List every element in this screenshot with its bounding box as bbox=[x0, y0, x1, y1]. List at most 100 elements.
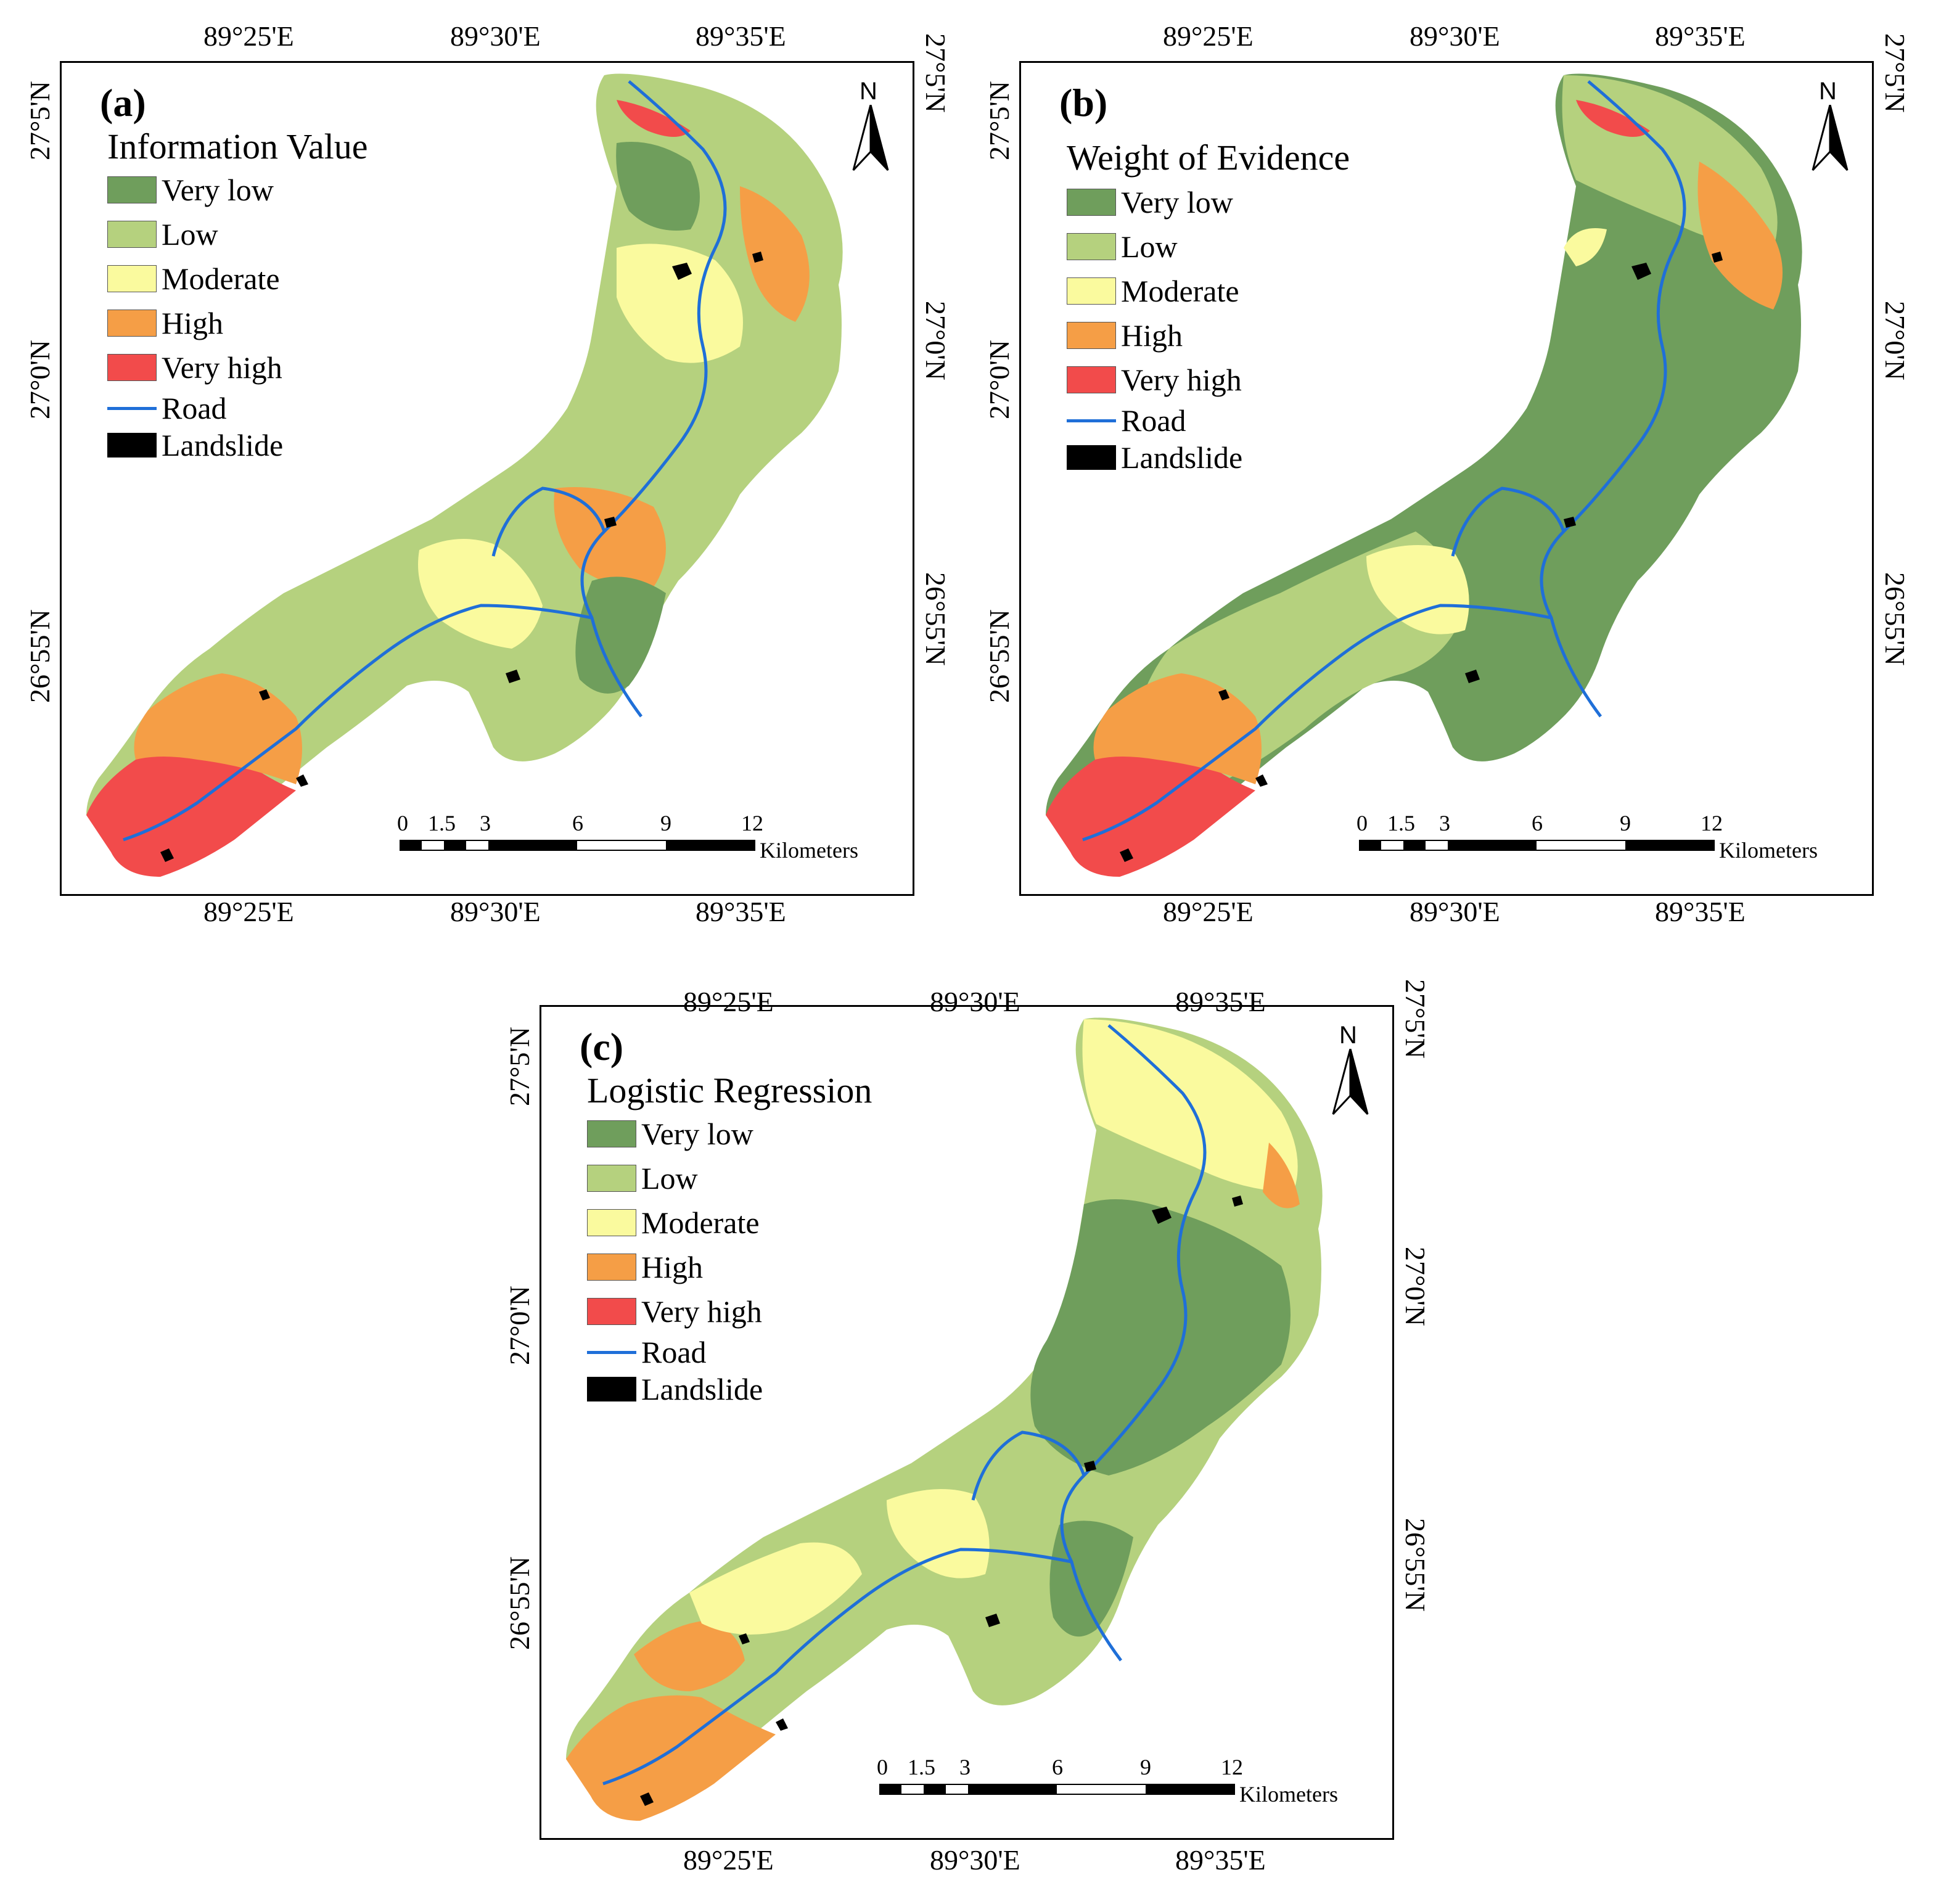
lat-tick-right: 26°55'N bbox=[1400, 1518, 1431, 1612]
legend-item-road: Road bbox=[107, 390, 283, 427]
legend-label: Very low bbox=[162, 173, 274, 207]
scale-tick: 6 bbox=[1532, 811, 1543, 835]
scale-tick: 12 bbox=[1221, 1755, 1243, 1779]
panel-label: (a) bbox=[100, 81, 146, 125]
scale-tick: 9 bbox=[1620, 811, 1631, 835]
swatch bbox=[1067, 233, 1116, 260]
lon-tick-top: 89°35'E bbox=[1175, 986, 1266, 1017]
swatch bbox=[107, 265, 157, 292]
swatch bbox=[587, 1165, 636, 1192]
high-zone bbox=[634, 1620, 745, 1691]
lon-tick-top: 89°35'E bbox=[1655, 20, 1746, 52]
north-arrow-icon bbox=[852, 105, 889, 171]
map-frame: (b) Weight of Evidence Very low Low Mode… bbox=[1019, 61, 1874, 896]
legend-item-high: High bbox=[107, 301, 283, 345]
legend-item-high: High bbox=[587, 1245, 763, 1289]
road bbox=[1082, 604, 1552, 842]
legend-label: Very high bbox=[1121, 363, 1242, 397]
lat-tick-right: 27°0'N bbox=[920, 301, 951, 380]
legend-item-very-high: Very high bbox=[107, 345, 283, 390]
lon-tick-top: 89°35'E bbox=[696, 20, 786, 52]
high-zone bbox=[566, 1695, 776, 1821]
road bbox=[491, 486, 606, 557]
lat-tick-left: 26°55'N bbox=[983, 609, 1015, 703]
moderate-zone bbox=[418, 539, 543, 649]
north-label: N bbox=[1819, 78, 1837, 105]
map-panel-a: (a) Information Value Very low Low Moder… bbox=[60, 61, 914, 896]
scale-tick: 3 bbox=[1439, 811, 1450, 835]
swatch bbox=[587, 1298, 636, 1325]
scale-bar-graphic bbox=[1359, 840, 1715, 851]
lat-tick-right: 27°5'N bbox=[1400, 979, 1431, 1059]
north-arrow-icon bbox=[1332, 1049, 1369, 1115]
lat-tick-right: 27°0'N bbox=[1400, 1247, 1431, 1326]
north-label: N bbox=[1339, 1022, 1357, 1049]
map-frame: (a) Information Value Very low Low Moder… bbox=[60, 61, 914, 896]
legend-label: Very low bbox=[1121, 185, 1233, 220]
legend-item-high: High bbox=[1067, 313, 1242, 358]
legend-item-low: Low bbox=[1067, 224, 1242, 269]
swatch bbox=[107, 310, 157, 337]
susceptibility-map-c bbox=[566, 1017, 1323, 1821]
lon-tick-bottom: 89°35'E bbox=[1175, 1844, 1266, 1876]
very-low-zone bbox=[1030, 1199, 1291, 1475]
legend-item-landslide: Landslide bbox=[107, 427, 283, 464]
scale-tick: 9 bbox=[660, 811, 671, 835]
swatch bbox=[587, 1254, 636, 1281]
legend-item-road: Road bbox=[1067, 402, 1242, 439]
road-line-swatch bbox=[1067, 419, 1116, 422]
lat-tick-left: 27°5'N bbox=[24, 81, 55, 160]
lon-tick-top: 89°30'E bbox=[450, 20, 541, 52]
lon-tick-bottom: 89°30'E bbox=[930, 1844, 1020, 1876]
moderate-zone bbox=[887, 1489, 990, 1578]
legend-title: Weight of Evidence bbox=[1067, 137, 1350, 178]
lat-tick-left: 27°0'N bbox=[504, 1286, 535, 1365]
swatch bbox=[107, 221, 157, 248]
legend-label: Landslide bbox=[1121, 440, 1243, 475]
legend-label: High bbox=[1121, 318, 1183, 353]
legend-label: Landslide bbox=[641, 1372, 763, 1406]
lon-tick-top: 89°30'E bbox=[1410, 20, 1500, 52]
legend-item-low: Low bbox=[107, 212, 283, 256]
legend-item-very-high: Very high bbox=[587, 1289, 763, 1334]
legend-title: Logistic Regression bbox=[587, 1070, 872, 1110]
moderate-zone bbox=[1564, 228, 1607, 266]
high-zone bbox=[554, 487, 666, 588]
scale-bar-graphic bbox=[400, 840, 755, 851]
legend-item-road: Road bbox=[587, 1334, 763, 1371]
landslide-swatch bbox=[587, 1377, 636, 1401]
lat-tick-left: 26°55'N bbox=[504, 1556, 535, 1650]
legend-label: Very high bbox=[641, 1294, 762, 1329]
swatch bbox=[1067, 322, 1116, 349]
scale-bar-graphic bbox=[879, 1784, 1235, 1795]
legend-item-landslide: Landslide bbox=[587, 1371, 763, 1408]
legend-label: Road bbox=[162, 391, 227, 425]
road bbox=[123, 604, 593, 842]
legend-label: Low bbox=[641, 1161, 698, 1196]
very-high-zone bbox=[617, 100, 691, 137]
lat-tick-left: 27°5'N bbox=[983, 81, 1015, 160]
legend-label: Low bbox=[162, 217, 218, 252]
very-high-zone bbox=[1046, 749, 1255, 877]
legend-item-moderate: Moderate bbox=[587, 1200, 763, 1245]
legend-label: Road bbox=[1121, 403, 1186, 438]
road bbox=[580, 80, 727, 718]
swatch bbox=[1067, 366, 1116, 393]
lon-tick-bottom: 89°25'E bbox=[203, 896, 294, 927]
map-panel-b: (b) Weight of Evidence Very low Low Mode… bbox=[1019, 61, 1874, 896]
road bbox=[1540, 80, 1686, 718]
scale-unit: Kilometers bbox=[760, 838, 858, 863]
swatch bbox=[107, 354, 157, 381]
susceptibility-map-a bbox=[86, 73, 843, 877]
very-high-zone bbox=[1576, 100, 1650, 137]
lat-tick-right: 26°55'N bbox=[920, 572, 951, 666]
lon-tick-top: 89°25'E bbox=[1163, 20, 1254, 52]
high-zone bbox=[740, 186, 810, 322]
scale-tick: 0 bbox=[877, 1755, 888, 1779]
road bbox=[1451, 486, 1566, 557]
landslide-swatch bbox=[107, 433, 157, 458]
legend-label: Very high bbox=[162, 350, 282, 385]
legend-label: High bbox=[162, 306, 223, 340]
scale-tick: 1.5 bbox=[908, 1755, 935, 1779]
lon-tick-bottom: 89°35'E bbox=[696, 896, 786, 927]
